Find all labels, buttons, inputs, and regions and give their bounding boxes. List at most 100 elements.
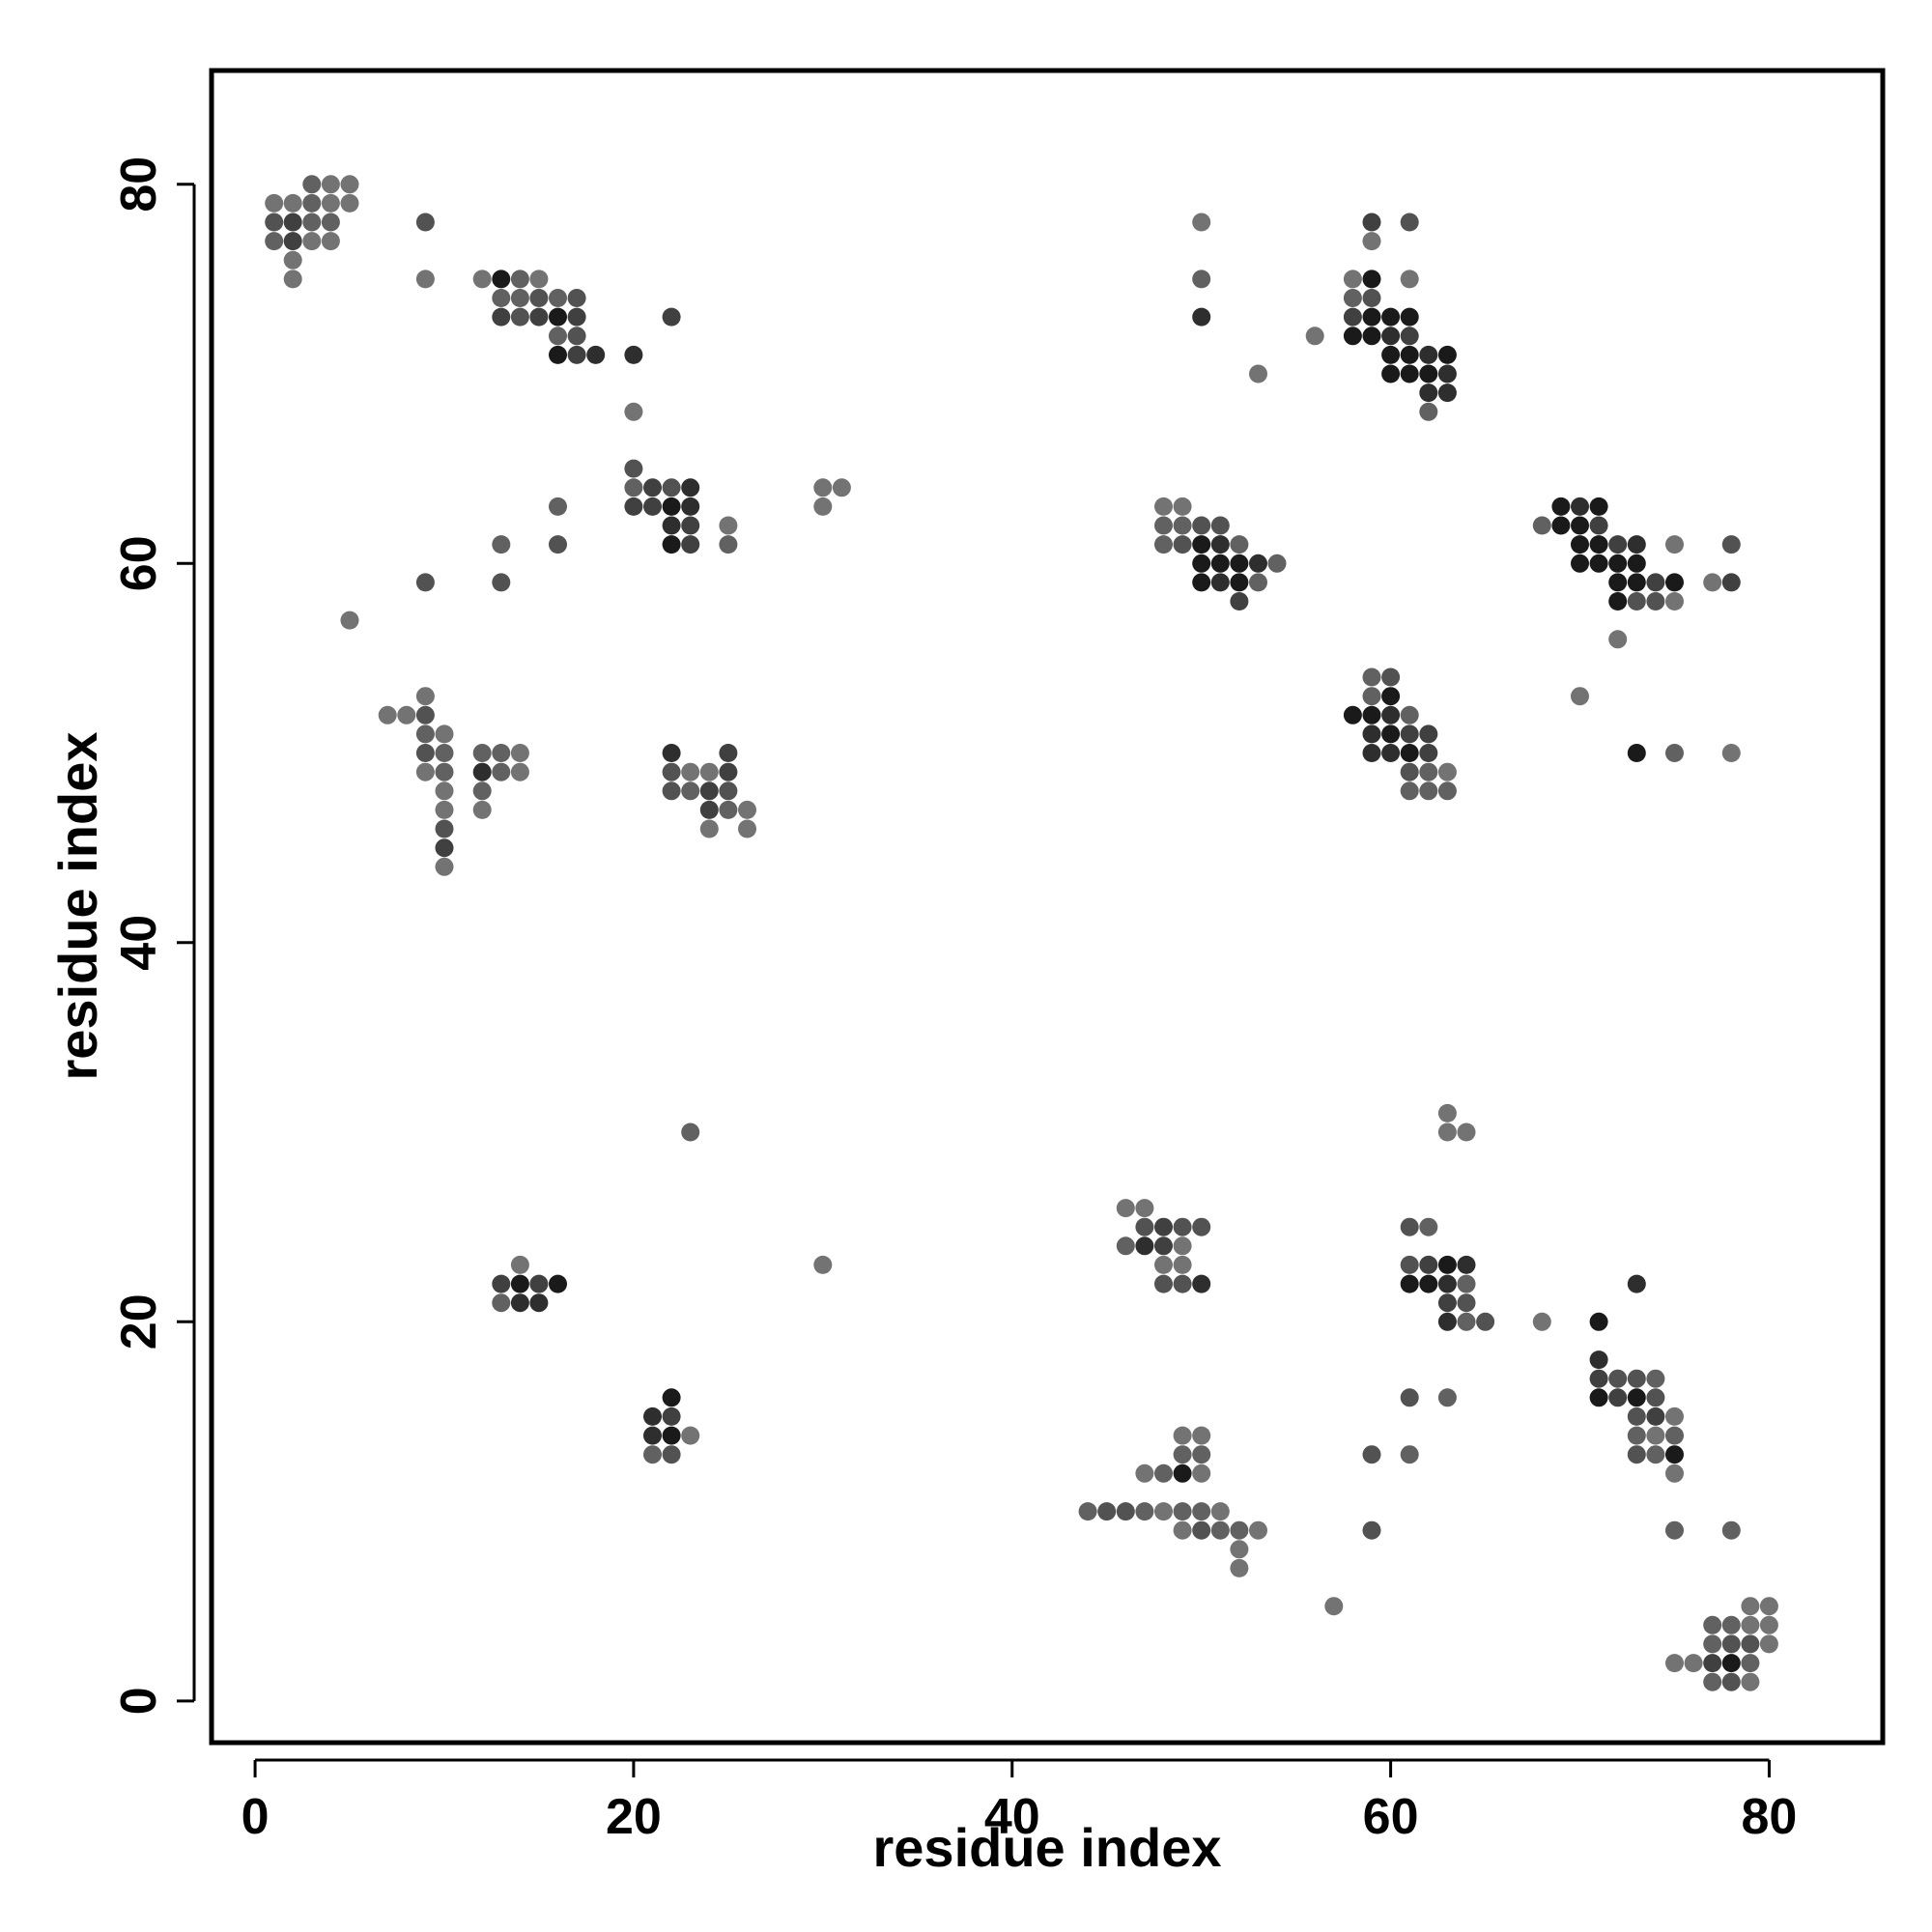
contact-point [813,1255,833,1274]
contact-point [1343,270,1362,289]
contact-point [719,744,738,762]
contact-point [643,1426,662,1445]
y-tick-label: 20 [111,1293,167,1350]
contact-point [1589,1369,1608,1388]
contact-point [1362,668,1381,687]
contact-point [1665,1445,1684,1464]
contact-point [492,289,511,307]
contact-point [624,478,643,497]
contact-point [662,781,681,801]
contact-point [1419,744,1438,762]
contact-point [549,1274,567,1293]
contact-point [1192,1502,1211,1521]
contact-point [283,193,302,213]
contact-point [1608,535,1628,554]
contact-point [1116,1236,1135,1256]
contact-point [1437,384,1457,403]
contact-point [1608,592,1628,611]
contact-point [472,800,492,819]
contact-point [1362,1520,1381,1540]
contact-point [1665,573,1684,592]
contact-point [1192,1463,1211,1483]
contact-point [681,1426,700,1445]
contact-point [1721,573,1741,592]
contact-point [1400,744,1419,762]
contact-point [1665,592,1684,611]
contact-point [472,744,492,762]
contact-point [283,232,302,251]
contact-point [1571,687,1589,706]
contact-point [1419,384,1438,403]
contact-point [321,193,340,213]
contact-point [529,307,549,327]
contact-point [492,1274,511,1293]
contact-point [1551,497,1571,516]
contact-point [1665,1654,1684,1673]
contact-point [283,250,302,270]
contact-point [1608,1388,1628,1407]
contact-point [1173,1502,1192,1521]
contact-point [643,478,662,497]
contact-point [1400,307,1419,327]
contact-point [1154,1502,1173,1521]
contact-point [1419,1217,1438,1236]
contact-point [719,535,738,554]
contact-point [1192,1520,1211,1540]
contact-point [1627,573,1646,592]
contact-point [681,762,700,781]
contact-point [1437,364,1457,384]
contact-point [567,289,586,307]
contact-point [1589,554,1608,573]
contact-point [340,193,359,213]
contact-point [549,289,567,307]
contact-point [1230,535,1249,554]
contact-point [1665,744,1684,762]
contact-point [1703,573,1722,592]
contact-point [340,175,359,194]
contact-point [321,175,340,194]
contact-point [510,744,529,762]
contact-point [1437,1312,1457,1331]
contact-point [1703,1672,1722,1691]
contact-point [1192,573,1211,592]
contact-point [510,762,529,781]
y-tick-label: 0 [111,1687,167,1715]
contact-point [1703,1654,1722,1673]
contact-point [1646,1388,1665,1407]
contact-point [719,800,738,819]
contact-point [1721,535,1741,554]
contact-point [1400,1445,1419,1464]
contact-point [1192,554,1211,573]
contact-point [1400,1388,1419,1407]
contact-point [1571,516,1589,535]
x-tick-label: 60 [1363,1789,1419,1845]
contact-point [1400,364,1419,384]
contact-point [1154,516,1173,535]
contact-point [435,724,454,744]
contact-point [662,307,681,327]
contact-point [1589,1388,1608,1407]
contact-point [1192,1445,1211,1464]
contact-point [1646,573,1665,592]
contact-point [1571,497,1589,516]
contact-point [1381,744,1401,762]
contact-point [1400,270,1419,289]
x-tick-label: 80 [1742,1789,1798,1845]
contact-point [1721,1615,1741,1634]
contact-point [681,1122,700,1142]
contact-point [681,497,700,516]
contact-point [1381,307,1401,327]
contact-point [1135,1236,1154,1256]
contact-point [435,781,454,801]
contact-point [1437,1122,1457,1142]
contact-point [1419,345,1438,364]
contact-point [1173,535,1192,554]
contact-point [1457,1255,1476,1274]
contact-point [435,744,454,762]
contact-point [492,744,511,762]
contact-point [662,1445,681,1464]
contact-point [1362,705,1381,724]
contact-point [1589,535,1608,554]
x-tick-label: 40 [984,1789,1040,1845]
